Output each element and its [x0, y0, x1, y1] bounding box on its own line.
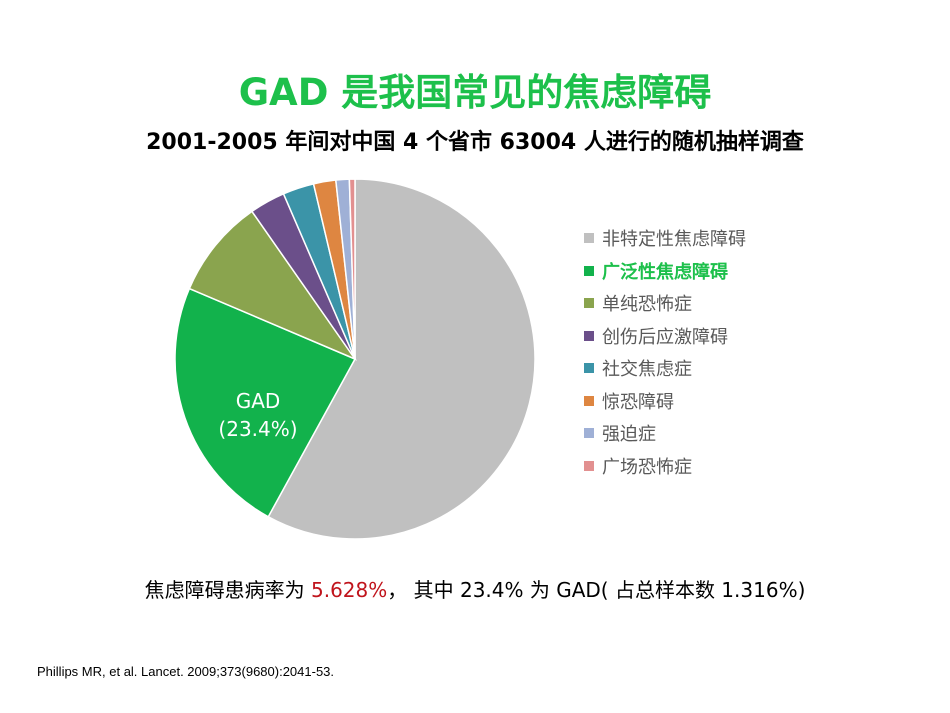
- legend-label-3: 创伤后应激障碍: [602, 326, 728, 348]
- prevalence-rate: 5.628%: [310, 578, 388, 602]
- summary-prefix: 焦虑障碍患病率为: [144, 578, 311, 602]
- pie-slice-0: [267, 178, 536, 540]
- legend-swatch-6: [584, 428, 594, 439]
- legend-item-7: 广场恐怖症: [584, 450, 844, 483]
- legend-swatch-5: [584, 395, 594, 406]
- legend-item-6: 强迫症: [584, 417, 844, 450]
- gad-annotation-line2: (23.4%): [218, 417, 297, 441]
- legend-swatch-1: [584, 265, 594, 276]
- summary-text: 焦虑障碍患病率为 5.628%， 其中 23.4% 为 GAD( 占总样本数 1…: [0, 574, 950, 603]
- legend-swatch-3: [584, 330, 594, 341]
- pie-slices: [174, 178, 536, 540]
- pie-slice-7: [348, 178, 356, 360]
- legend-item-2: 单纯恐怖症: [584, 287, 844, 320]
- legend-swatch-7: [584, 460, 594, 471]
- legend-label-1: 广泛性焦虑障碍: [602, 261, 728, 283]
- legend-item-0: 非特定性焦虑障碍: [584, 222, 844, 255]
- legend-swatch-0: [584, 233, 594, 244]
- citation: Phillips MR, et al. Lancet. 2009;373(968…: [37, 664, 335, 679]
- legend-label-7: 广场恐怖症: [602, 456, 692, 478]
- legend-label-0: 非特定性焦虑障碍: [602, 229, 746, 251]
- summary-suffix: ， 其中 23.4% 为 GAD( 占总样本数 1.316%): [387, 578, 806, 602]
- legend-item-4: 社交焦虑症: [584, 352, 844, 385]
- legend-label-2: 单纯恐怖症: [602, 294, 692, 316]
- chart-legend: 非特定性焦虑障碍 广泛性焦虑障碍 单纯恐怖症创伤后应激障碍 社交焦虑症惊恐障碍强迫症广…: [584, 222, 844, 482]
- legend-label-6: 强迫症: [602, 424, 656, 446]
- pie-slice-1: [174, 287, 357, 518]
- legend-item-1: 广泛性焦虑障碍: [584, 255, 844, 288]
- page-subtitle: 2001-2005 年间对中国 4 个省市 63004 人进行的随机抽样调查: [146, 130, 804, 155]
- legend-label-5: 惊恐障碍: [602, 391, 674, 413]
- legend-swatch-4: [584, 363, 594, 374]
- gad-annotation-line1: GAD: [236, 389, 281, 413]
- legend-item-3: 创伤后应激障碍: [584, 320, 844, 353]
- legend-swatch-2: [584, 298, 594, 309]
- legend-item-5: 惊恐障碍: [584, 385, 844, 418]
- pie-slice-2: [188, 210, 358, 361]
- page-title: GAD 是我国常见的焦虑障碍: [238, 71, 712, 114]
- legend-label-4: 社交焦虑症: [602, 359, 692, 381]
